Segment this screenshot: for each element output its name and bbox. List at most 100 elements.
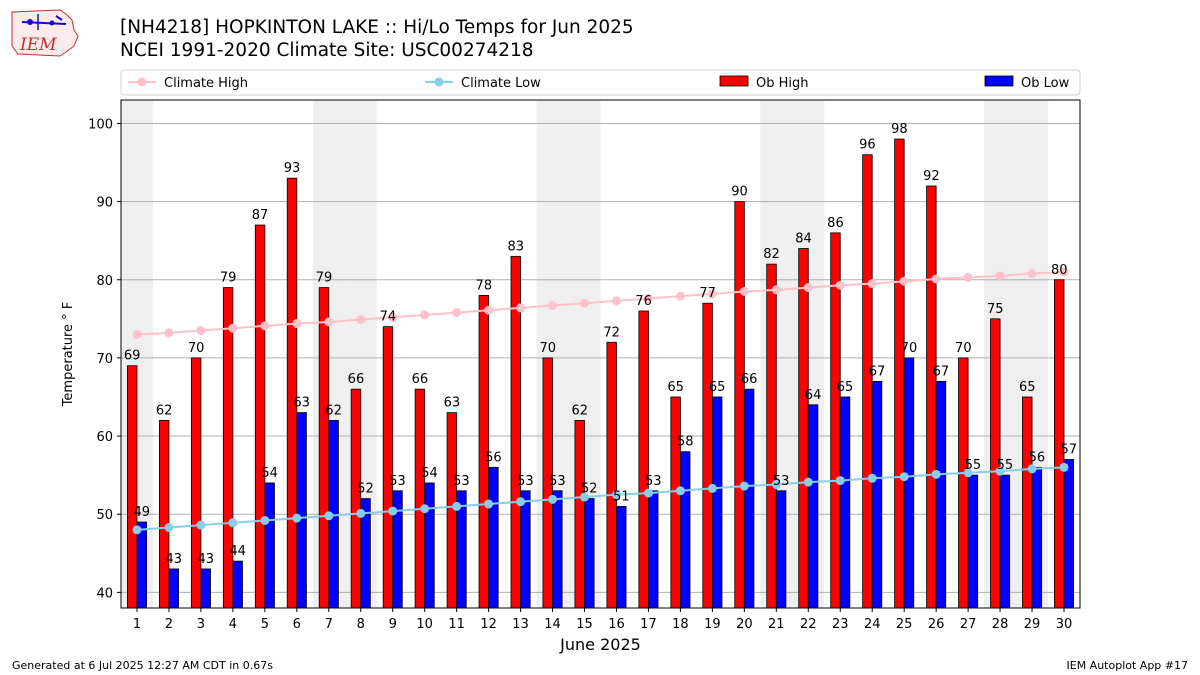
x-tick-label: 23 — [832, 617, 849, 632]
ob-low-bar — [967, 474, 979, 609]
y-tick-label: 100 — [88, 117, 113, 132]
ob-low-bar — [903, 357, 915, 609]
ob-low-label: 67 — [869, 364, 886, 379]
iem-logo: IEM — [11, 9, 79, 57]
climate-high-point — [707, 289, 717, 299]
ob-low-label: 56 — [1029, 450, 1046, 465]
x-tick-label: 6 — [293, 617, 301, 632]
ob-low-bar — [775, 490, 787, 609]
climate-high-point — [452, 308, 462, 318]
ob-high-label: 65 — [667, 380, 684, 395]
ob-low-label: 56 — [485, 450, 502, 465]
footer-generated: Generated at 6 Jul 2025 12:27 AM CDT in … — [12, 659, 273, 672]
chart-subtitle: NCEI 1991-2020 Climate Site: USC00274218 — [120, 40, 534, 61]
ob-high-label: 62 — [571, 403, 588, 418]
ob-high-bar — [798, 248, 809, 609]
ob-high-label: 62 — [156, 403, 173, 418]
climate-low-point — [452, 501, 462, 511]
ob-low-label: 43 — [197, 552, 214, 567]
ob-low-bar — [680, 451, 691, 609]
climate-high-point — [548, 301, 558, 311]
ob-high-bar — [734, 201, 745, 609]
ob-low-label: 66 — [741, 372, 758, 387]
ob-low-label: 52 — [357, 482, 374, 497]
climate-high-point — [292, 319, 302, 329]
y-tick-label: 70 — [96, 352, 113, 367]
legend-climate-low-label: Climate Low — [461, 76, 541, 91]
climate-low-point — [164, 523, 174, 533]
ob-low-bar — [520, 490, 531, 609]
ob-high-label: 82 — [763, 247, 780, 262]
ob-low-label: 70 — [901, 341, 918, 356]
ob-high-bar — [222, 287, 234, 609]
ob-high-bar — [574, 420, 585, 609]
x-tick-label: 21 — [768, 617, 785, 632]
climate-high-point — [516, 303, 526, 313]
x-tick-label: 4 — [229, 617, 237, 632]
ob-high-label: 86 — [827, 216, 844, 231]
y-axis-label: Temperature ° F — [61, 302, 76, 408]
ob-low-bar — [584, 498, 595, 609]
x-tick-label: 5 — [261, 617, 269, 632]
ob-high-bar — [958, 357, 969, 609]
y-tick-label: 90 — [96, 196, 113, 211]
climate-high-point — [643, 294, 653, 304]
x-tick-label: 11 — [448, 617, 465, 632]
ob-low-label: 63 — [293, 396, 310, 411]
ob-low-label: 53 — [549, 474, 566, 489]
x-tick-label: 3 — [197, 617, 205, 632]
legend-box — [120, 69, 1081, 96]
ob-high-label: 70 — [539, 341, 556, 356]
ob-low-bar — [935, 380, 947, 609]
ob-high-label: 87 — [252, 208, 269, 223]
x-tick-label: 17 — [640, 617, 657, 632]
climate-high-point — [164, 328, 174, 338]
climate-high-point — [132, 329, 142, 339]
ob-low-bar — [616, 505, 627, 609]
ob-low-bar — [711, 396, 723, 609]
ob-high-bar — [414, 388, 426, 609]
ob-low-bar — [424, 482, 435, 609]
ob-high-label: 79 — [316, 271, 333, 286]
x-tick-label: 7 — [325, 617, 333, 632]
climate-low-point — [356, 508, 366, 518]
x-tick-label: 2 — [165, 617, 173, 632]
ob-high-bar — [1022, 396, 1033, 609]
ob-low-label: 49 — [134, 505, 151, 520]
ob-low-bar — [264, 482, 275, 609]
climate-low-point — [548, 494, 558, 504]
climate-high-point — [931, 274, 941, 284]
ob-high-label: 98 — [891, 122, 908, 137]
ob-low-label: 54 — [261, 466, 278, 481]
legend-ob-high-label: Ob High — [756, 76, 809, 91]
climate-low-point — [643, 488, 653, 498]
x-tick-label: 10 — [416, 617, 433, 632]
ob-low-bar — [488, 466, 499, 609]
climate-high-point — [388, 312, 398, 322]
x-tick-label: 18 — [672, 617, 689, 632]
ob-low-bar — [552, 490, 563, 609]
climate-low-point — [963, 468, 973, 478]
climate-low-point — [931, 469, 941, 479]
ob-high-label: 66 — [348, 372, 365, 387]
ob-low-label: 53 — [517, 474, 534, 489]
ob-high-label: 90 — [731, 185, 748, 200]
ob-low-bar — [839, 396, 851, 609]
ob-high-bar — [670, 396, 681, 609]
ob-high-label: 66 — [412, 372, 429, 387]
climate-high-line — [136, 270, 1065, 336]
y-tick-label: 50 — [96, 508, 113, 523]
climate-low-point — [1059, 462, 1069, 472]
climate-low-point — [1027, 464, 1037, 474]
chart-title: [NH4218] HOPKINTON LAKE :: Hi/Lo Temps f… — [120, 17, 634, 38]
climate-high-point — [739, 286, 749, 296]
x-tick-label: 19 — [704, 617, 721, 632]
y-tick-label: 80 — [96, 274, 113, 289]
x-tick-label: 15 — [576, 617, 593, 632]
ob-high-label: 74 — [380, 310, 397, 325]
ob-low-label: 55 — [997, 458, 1014, 473]
legend-ob-low-label: Ob Low — [1021, 76, 1070, 91]
climate-high-point — [420, 310, 430, 320]
x-tick-label: 26 — [928, 617, 945, 632]
ob-high-bar — [606, 341, 617, 609]
